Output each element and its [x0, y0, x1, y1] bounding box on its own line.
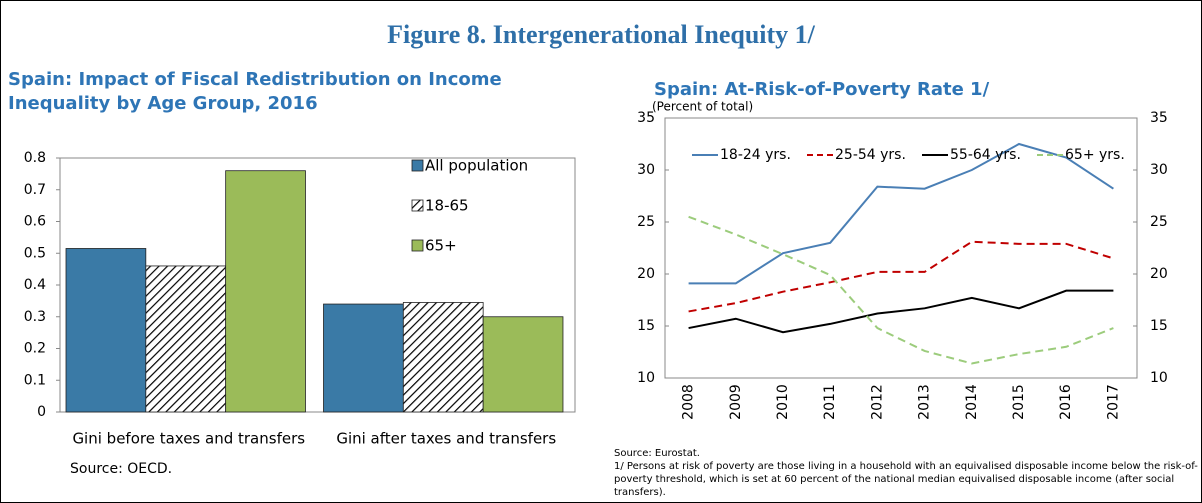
legend-swatch — [411, 239, 424, 252]
legend-swatch — [411, 199, 424, 212]
chart-title: Spain: At-Risk-of-Poverty Rate 1/ — [654, 79, 990, 100]
y2-tick-label: 10 — [1150, 370, 1168, 386]
x-tick-label: 2009 — [728, 384, 744, 420]
y-tick-label: 0.1 — [24, 372, 46, 388]
legend-label: 65+ yrs. — [1065, 147, 1125, 163]
y2-tick-label: 35 — [1150, 110, 1168, 126]
y2-tick-label: 25 — [1150, 214, 1168, 230]
x-tick-label: Gini before taxes and transfers — [72, 430, 305, 448]
x-tick-label: Gini after taxes and transfers — [336, 430, 556, 448]
line — [688, 240, 1114, 313]
x-tick-label: 2008 — [681, 384, 697, 420]
x-tick-label: 2015 — [1011, 384, 1027, 420]
y-tick-label: 35 — [637, 110, 655, 126]
y-tick-label: 0.3 — [24, 309, 46, 325]
legend-label: 25-54 yrs. — [835, 147, 906, 163]
bar — [65, 248, 147, 413]
y-tick-label: 25 — [637, 214, 655, 230]
chart-note: 1/ Persons at risk of poverty are those … — [614, 461, 1198, 498]
legend-label: 18-65 — [425, 197, 469, 215]
figure-title: Figure 8. Intergenerational Inequity 1/ — [387, 20, 816, 49]
x-tick-label: 2013 — [917, 384, 933, 420]
y-tick-label: 20 — [637, 266, 655, 282]
x-tick-label: 2011 — [822, 384, 838, 420]
y-tick-label: 0.8 — [24, 150, 46, 166]
y-tick-label: 10 — [637, 370, 655, 386]
bar — [225, 170, 306, 413]
chart-subtitle: (Percent of total) — [652, 100, 753, 114]
source: Source: Eurostat. — [614, 448, 700, 459]
bar — [145, 265, 227, 413]
x-tick-label: 2012 — [869, 384, 885, 420]
line — [688, 215, 1114, 365]
bar — [323, 303, 404, 413]
y-tick-label: 30 — [637, 162, 655, 178]
plot-frame — [664, 117, 1138, 379]
y-tick-label: 0.5 — [24, 245, 46, 261]
y2-tick-label: 15 — [1150, 318, 1168, 334]
y-tick-label: 0.4 — [24, 277, 46, 293]
legend-label: 18-24 yrs. — [720, 147, 791, 163]
legend-label: 55-64 yrs. — [950, 147, 1021, 163]
y2-tick-label: 30 — [1150, 162, 1168, 178]
bar — [402, 302, 484, 413]
y2-tick-label: 20 — [1150, 266, 1168, 282]
y-tick-label: 0.6 — [24, 214, 46, 230]
y-tick-label: 15 — [637, 318, 655, 334]
line — [688, 142, 1114, 285]
bar — [482, 316, 564, 413]
line — [688, 289, 1114, 334]
source: Source: OECD. — [70, 461, 172, 477]
legend-label: 65+ — [425, 237, 457, 255]
y-tick-label: 0.2 — [24, 341, 46, 357]
x-tick-label: 2014 — [964, 384, 980, 420]
legend-label: All population — [425, 157, 528, 175]
x-tick-label: 2016 — [1058, 384, 1074, 420]
x-tick-label: 2010 — [775, 384, 791, 420]
y-tick-label: 0 — [37, 404, 46, 420]
x-tick-label: 2017 — [1105, 384, 1121, 420]
y-tick-label: 0.7 — [24, 182, 46, 198]
chart-title: Spain: Impact of Fiscal Redistribution o… — [8, 69, 502, 114]
legend-swatch — [411, 159, 424, 172]
